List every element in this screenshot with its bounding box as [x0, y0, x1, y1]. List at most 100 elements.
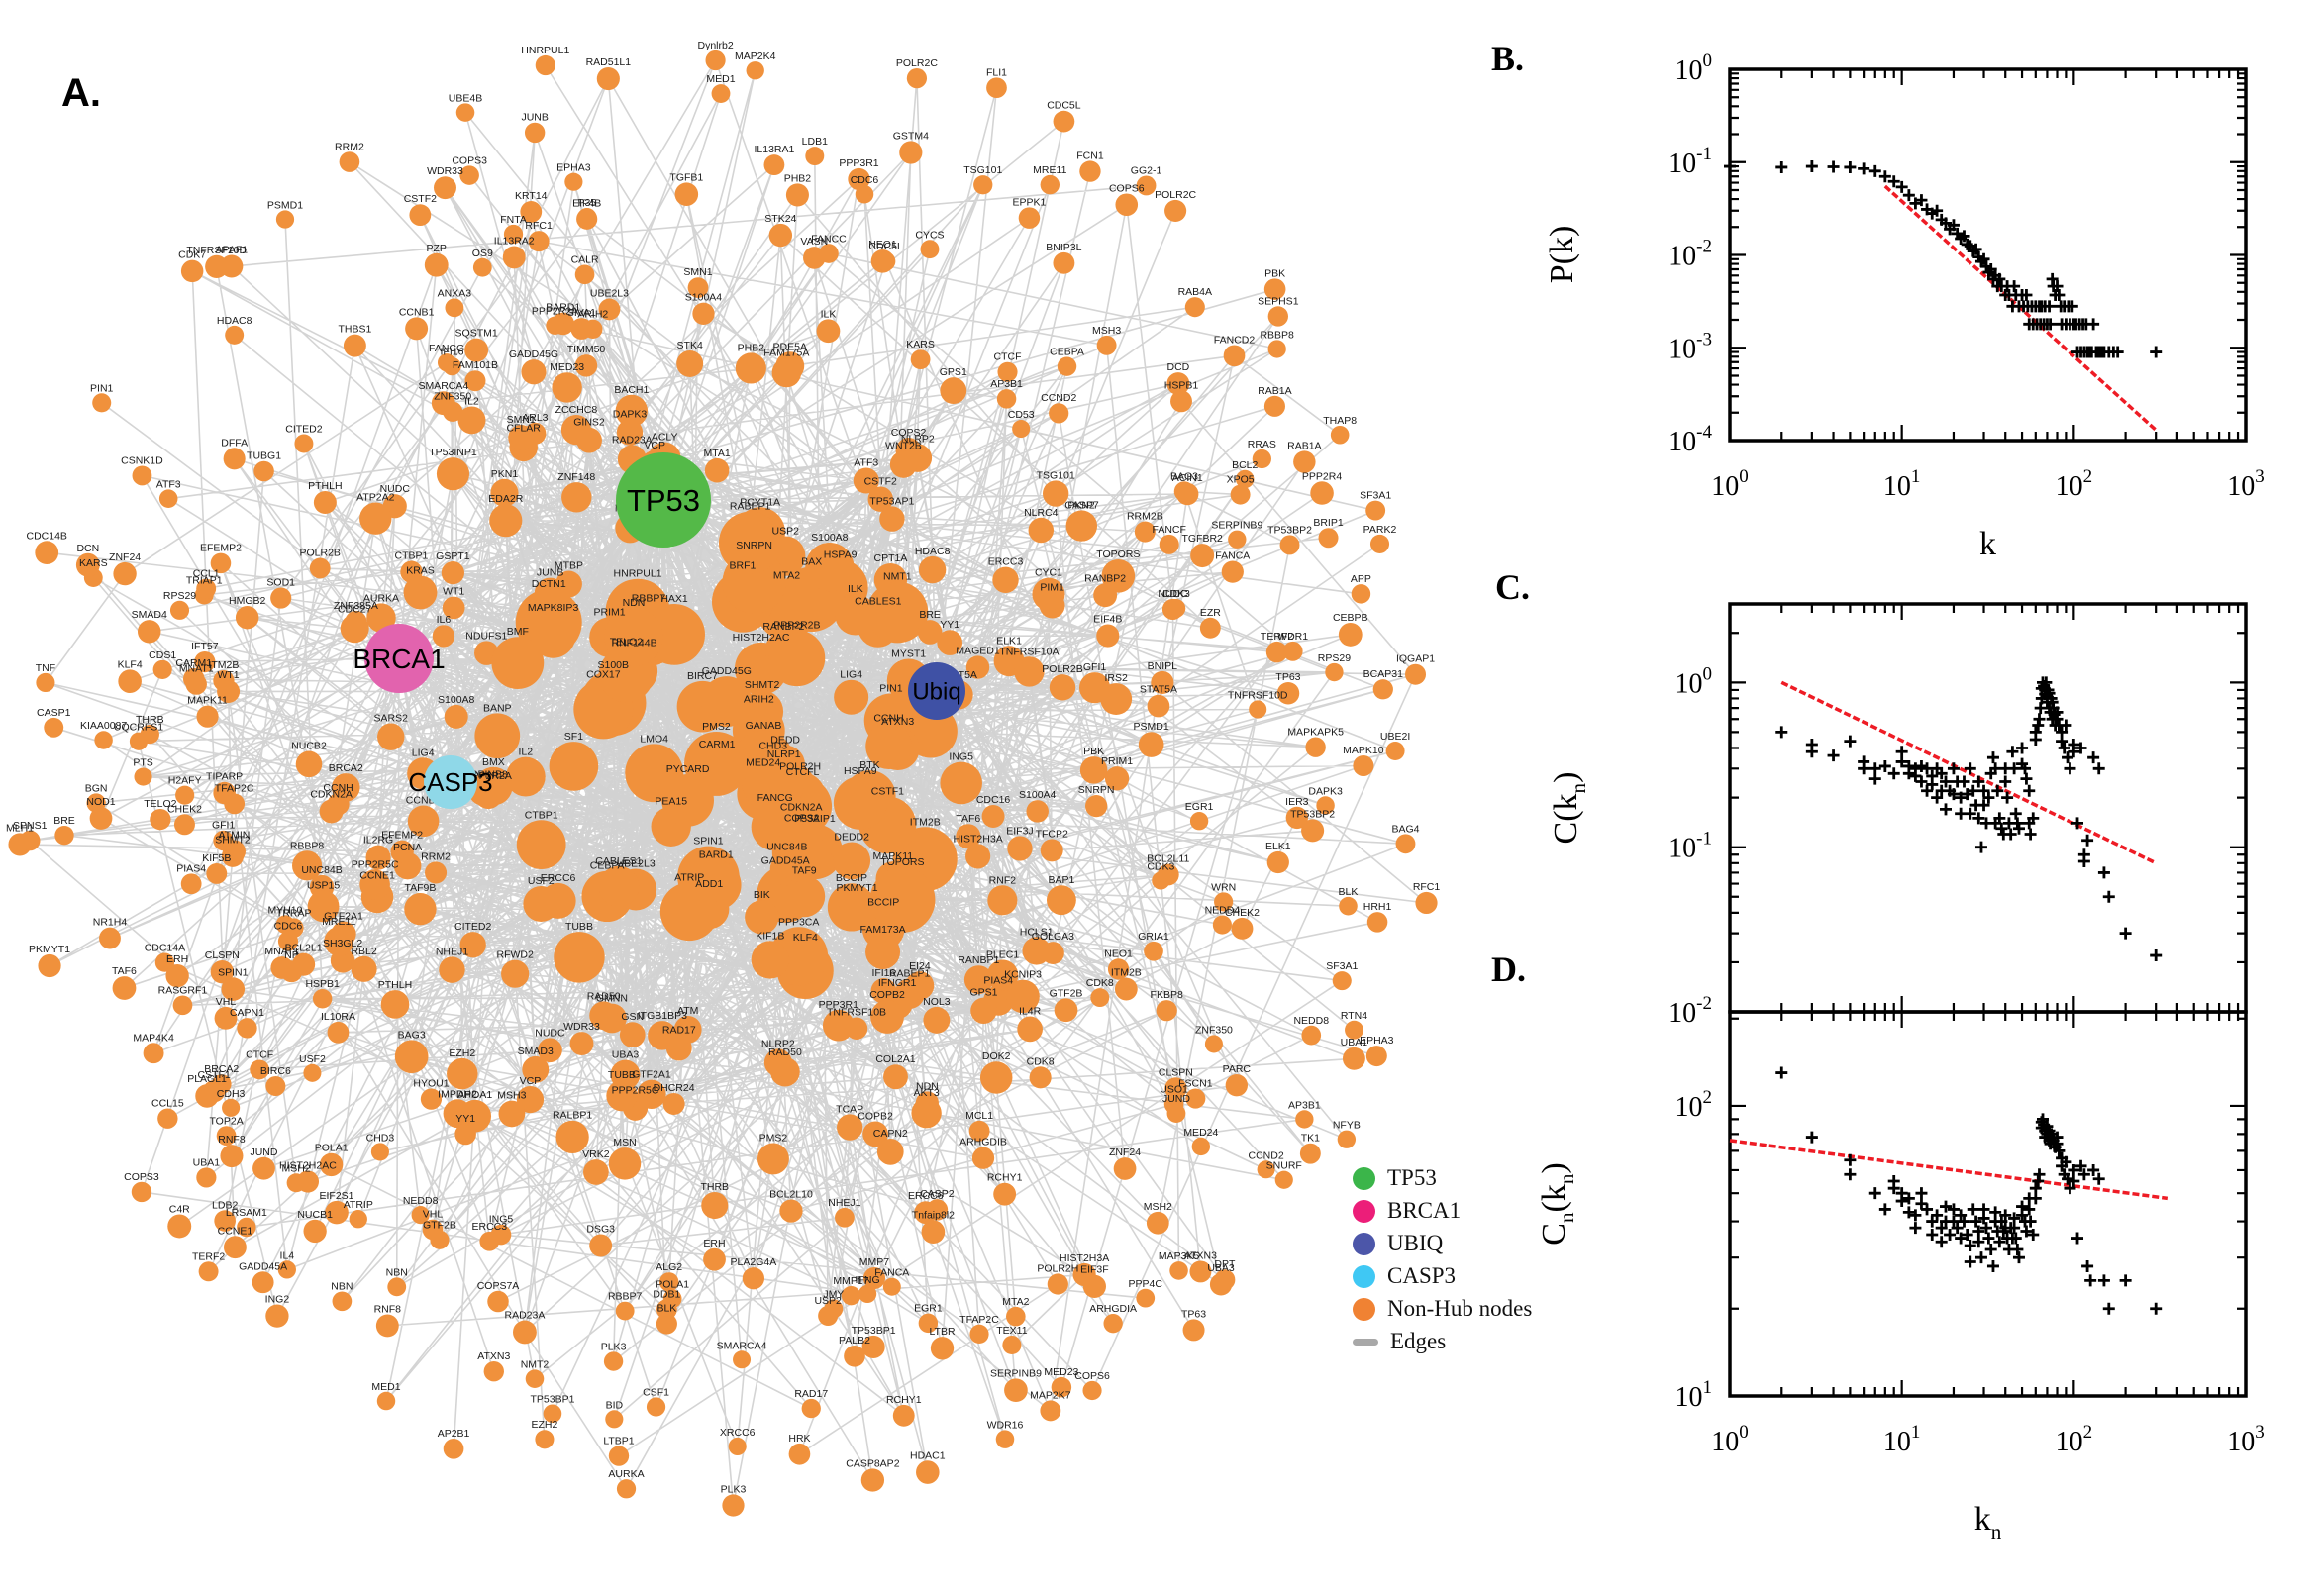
non-hub-node: [1173, 481, 1195, 502]
non-hub-node: [250, 1059, 269, 1080]
non-hub-node: [154, 952, 175, 972]
node-label: POLR2H: [1037, 1262, 1078, 1274]
node-label: JUND: [250, 1147, 277, 1158]
node-label: BLK: [1339, 886, 1359, 898]
non-hub-node: [608, 1147, 642, 1180]
node-label: BAX: [801, 555, 822, 567]
non-hub-node: [608, 1446, 630, 1466]
non-hub-node: [1082, 1380, 1102, 1401]
non-hub-node: [253, 460, 274, 482]
non-hub-node: [742, 1267, 765, 1290]
node-label: MYST1: [891, 648, 926, 660]
node-label: MAP3K5: [1159, 1250, 1200, 1262]
node-label: CCNE1: [359, 870, 395, 882]
panel-a-label: A.: [61, 71, 101, 115]
node-label: IRS2: [1104, 672, 1128, 684]
non-hub-node: [483, 1361, 504, 1382]
node-label: THRB: [700, 1181, 729, 1193]
non-hub-node: [833, 842, 871, 880]
non-hub-node: [973, 175, 993, 195]
non-hub-node: [805, 543, 855, 592]
node-label: ZNF148: [557, 471, 595, 483]
hub-node-brca1: [364, 624, 434, 693]
node-label: SHMT2: [745, 679, 780, 691]
node-label: TNFRSF10D: [186, 245, 247, 256]
non-hub-node: [603, 1351, 624, 1371]
node-label: EPPK1: [1013, 196, 1047, 208]
node-label: TOPORS: [880, 856, 924, 868]
non-hub-node: [1212, 915, 1232, 935]
node-label: BCCIP: [867, 897, 899, 909]
node-label: CCNH: [323, 782, 353, 794]
non-hub-node: [489, 504, 523, 538]
non-hub-node: [1190, 544, 1215, 568]
non-hub-node: [986, 959, 1019, 992]
node-label: EDA2R: [488, 493, 523, 505]
non-hub-node: [1096, 624, 1120, 648]
node-label: CABLES1: [855, 595, 901, 607]
node-label: ATF3: [854, 457, 878, 469]
node-label: BIRC7: [687, 670, 718, 682]
node-label: FANCA: [1215, 549, 1250, 561]
node-label: HRH1: [1364, 901, 1392, 913]
node-label: CYCS: [915, 229, 944, 241]
node-label: RAB1A: [1258, 385, 1291, 397]
node-label: ACIN1: [1172, 472, 1203, 484]
hub-node-tp53: [616, 452, 711, 548]
node-label: ITGB1BP3: [638, 1010, 687, 1022]
node-label: GPS1: [969, 987, 997, 999]
node-label: VHL: [423, 1209, 444, 1221]
node-label: IL2: [464, 395, 479, 407]
node-label: CDK7: [178, 249, 206, 261]
node-label: ATRIP: [344, 1199, 373, 1211]
node-label: CSF1: [643, 1386, 669, 1398]
non-hub-node: [131, 1181, 152, 1203]
node-label: COPS6: [1074, 1370, 1110, 1382]
node-label: RBBP7: [608, 1291, 643, 1303]
node-label: MMP7: [859, 1256, 889, 1268]
node-label: APP: [1351, 573, 1371, 585]
non-hub-node: [265, 1076, 286, 1097]
non-hub-node: [491, 637, 545, 690]
node-label: USF2: [299, 1053, 326, 1065]
node-label: PCNA: [393, 842, 422, 853]
non-hub-node: [889, 450, 917, 478]
node-label: MSH2: [1144, 1201, 1172, 1213]
node-label: BCL2L10: [769, 1188, 813, 1200]
node-label: LTBR: [929, 1326, 955, 1338]
non-hub-node: [474, 766, 513, 806]
non-hub-node: [1136, 175, 1157, 196]
node-label: JUNB: [537, 567, 563, 579]
non-hub-node: [805, 147, 825, 166]
node-label: SOD1: [266, 576, 295, 588]
node-label: KIF5B: [202, 852, 231, 864]
node-label: RRAS: [1248, 439, 1276, 450]
node-label: USP2: [814, 1295, 842, 1307]
node-label: TFAP2C: [215, 782, 254, 794]
non-hub-node: [1004, 1378, 1028, 1403]
node-label: DEDD2: [834, 831, 869, 843]
node-label: FAM173A: [859, 924, 905, 936]
non-hub-node: [424, 252, 449, 277]
node-label: S100A4: [685, 292, 723, 304]
non-hub-node: [150, 808, 171, 831]
node-label: RAB1A: [1287, 440, 1321, 451]
hub-label-ubiq: Ubiq: [912, 678, 960, 705]
node-label: BCAP31: [1364, 668, 1403, 680]
node-label: PLK3: [601, 1341, 627, 1352]
non-hub-node: [443, 1438, 464, 1459]
non-hub-node: [1022, 937, 1051, 965]
non-hub-node: [1342, 1047, 1365, 1070]
non-hub-node: [455, 103, 475, 122]
node-label: CFLAR: [506, 423, 541, 435]
non-hub-node: [223, 1236, 247, 1259]
node-label: YY1: [455, 1113, 475, 1125]
node-label: COL2A1: [875, 1053, 915, 1065]
node-label: PIAS4: [176, 862, 206, 874]
node-label: WDR33: [427, 165, 463, 177]
non-hub-node: [327, 1021, 350, 1044]
non-hub-node: [1182, 1319, 1205, 1342]
non-hub-node: [862, 1266, 886, 1290]
non-hub-node: [598, 865, 640, 907]
node-label: PLA2G4A: [731, 1256, 777, 1268]
